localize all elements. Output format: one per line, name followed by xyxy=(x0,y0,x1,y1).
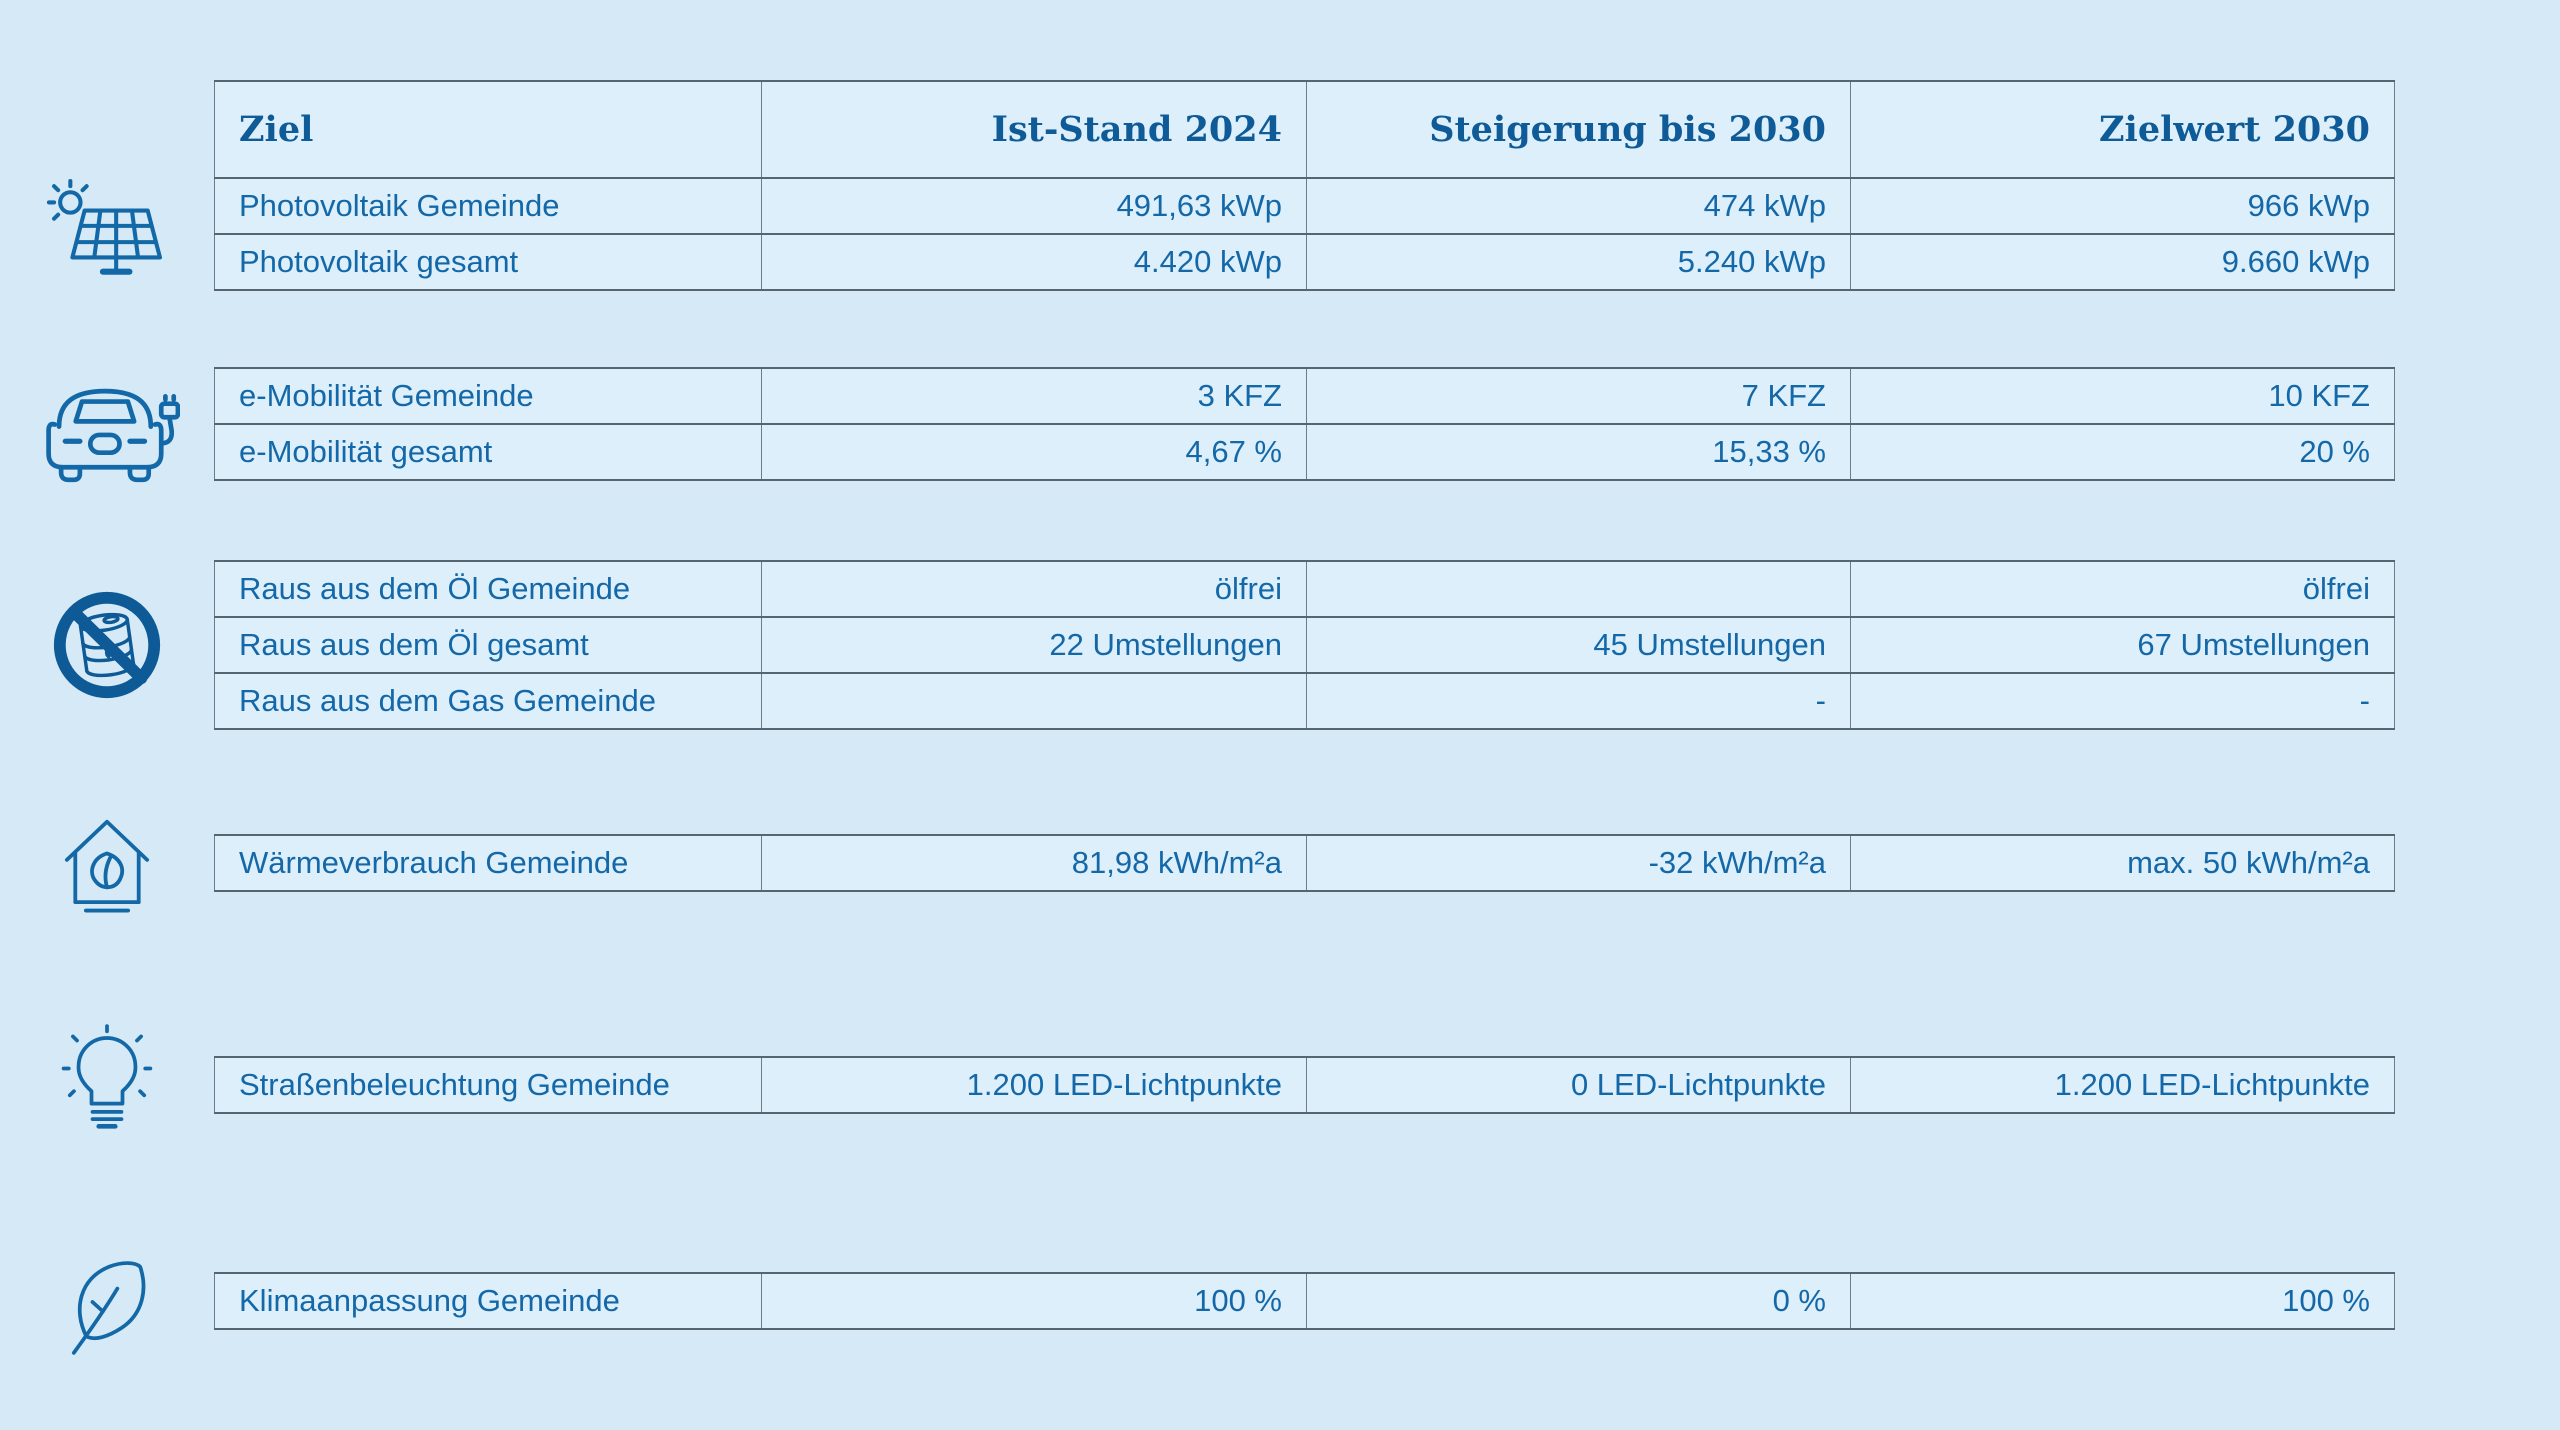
cell-value: ölfrei xyxy=(761,560,1307,618)
solar-panel-icon xyxy=(0,80,214,291)
section-e-mobilitaet: e-Mobilität Gemeinde 3 KFZ 7 KFZ 10 KFZ … xyxy=(0,364,2560,484)
cell-value: 100 % xyxy=(1850,1272,2395,1330)
table-row: Klimaanpassung Gemeinde 100 % 0 % 100 % xyxy=(214,1272,2395,1330)
section-raus-aus-oel: Raus aus dem Öl Gemeinde ölfrei ölfrei R… xyxy=(0,560,2560,730)
cell-value: 10 KFZ xyxy=(1850,367,2395,425)
cell-value: 966 kWp xyxy=(1850,177,2395,235)
table-row: Straßenbeleuchtung Gemeinde 1.200 LED-Li… xyxy=(214,1056,2395,1114)
cell-value: 100 % xyxy=(761,1272,1307,1330)
cell-value: -32 kWh/m²a xyxy=(1306,834,1851,892)
section-photovoltaik: Ziel Ist-Stand 2024 Steigerung bis 2030 … xyxy=(0,80,2560,291)
table-row: Photovoltaik Gemeinde 491,63 kWp 474 kWp… xyxy=(214,177,2395,235)
table-row: Wärmeverbrauch Gemeinde 81,98 kWh/m²a -3… xyxy=(214,834,2395,892)
cell-value: 5.240 kWp xyxy=(1306,233,1851,291)
header-steigerung-bis-2030: Steigerung bis 2030 xyxy=(1306,80,1851,179)
section-klimaanpassung: Klimaanpassung Gemeinde 100 % 0 % 100 % xyxy=(0,1245,2560,1357)
cell-value: 15,33 % xyxy=(1306,423,1851,481)
cell-value: 1.200 LED-Lichtpunkte xyxy=(1850,1056,2395,1114)
header-zielwert-2030: Zielwert 2030 xyxy=(1850,80,2395,179)
cell-value: 9.660 kWp xyxy=(1850,233,2395,291)
strassenbeleuchtung-table: Straßenbeleuchtung Gemeinde 1.200 LED-Li… xyxy=(214,1056,2395,1114)
cell-value: 4.420 kWp xyxy=(761,233,1307,291)
cell-value: 3 KFZ xyxy=(761,367,1307,425)
raus-aus-oel-table: Raus aus dem Öl Gemeinde ölfrei ölfrei R… xyxy=(214,560,2395,730)
cell-value: 7 KFZ xyxy=(1306,367,1851,425)
header-ist-stand-2024: Ist-Stand 2024 xyxy=(761,80,1307,179)
table-row: Raus aus dem Öl Gemeinde ölfrei ölfrei xyxy=(214,560,2395,618)
header-ziel: Ziel xyxy=(214,80,762,179)
section-strassenbeleuchtung: Straßenbeleuchtung Gemeinde 1.200 LED-Li… xyxy=(0,1023,2560,1147)
cell-value xyxy=(761,672,1307,730)
table-row: Photovoltaik gesamt 4.420 kWp 5.240 kWp … xyxy=(214,233,2395,291)
cell-value: 22 Umstellungen xyxy=(761,616,1307,674)
cell-value: 45 Umstellungen xyxy=(1306,616,1851,674)
eco-house-icon xyxy=(0,807,214,919)
cell-value: 491,63 kWp xyxy=(761,177,1307,235)
table-row: e-Mobilität Gemeinde 3 KFZ 7 KFZ 10 KFZ xyxy=(214,367,2395,425)
table-header-row: Ziel Ist-Stand 2024 Steigerung bis 2030 … xyxy=(214,80,2395,179)
leaf-icon xyxy=(0,1245,214,1357)
cell-value: 20 % xyxy=(1850,423,2395,481)
cell-value: 0 LED-Lichtpunkte xyxy=(1306,1056,1851,1114)
cell-value: ölfrei xyxy=(1850,560,2395,618)
row-label: Klimaanpassung Gemeinde xyxy=(214,1272,762,1330)
table-row: e-Mobilität gesamt 4,67 % 15,33 % 20 % xyxy=(214,423,2395,481)
electric-car-icon xyxy=(0,364,214,484)
e-mobilitaet-table: e-Mobilität Gemeinde 3 KFZ 7 KFZ 10 KFZ … xyxy=(214,367,2395,481)
photovoltaik-table: Ziel Ist-Stand 2024 Steigerung bis 2030 … xyxy=(214,80,2395,291)
row-label: Photovoltaik Gemeinde xyxy=(214,177,762,235)
cell-value: 1.200 LED-Lichtpunkte xyxy=(761,1056,1307,1114)
table-row: Raus aus dem Öl gesamt 22 Umstellungen 4… xyxy=(214,616,2395,674)
cell-value: 474 kWp xyxy=(1306,177,1851,235)
cell-value: 4,67 % xyxy=(761,423,1307,481)
table-row: Raus aus dem Gas Gemeinde - - xyxy=(214,672,2395,730)
no-oil-barrel-icon xyxy=(0,560,214,730)
cell-value: 81,98 kWh/m²a xyxy=(761,834,1307,892)
section-waermeverbrauch: Wärmeverbrauch Gemeinde 81,98 kWh/m²a -3… xyxy=(0,807,2560,919)
row-label: Raus aus dem Öl Gemeinde xyxy=(214,560,762,618)
cell-value xyxy=(1306,560,1851,618)
light-bulb-icon xyxy=(0,1023,214,1147)
row-label: e-Mobilität Gemeinde xyxy=(214,367,762,425)
row-label: Straßenbeleuchtung Gemeinde xyxy=(214,1056,762,1114)
cell-value: 0 % xyxy=(1306,1272,1851,1330)
cell-value: 67 Umstellungen xyxy=(1850,616,2395,674)
cell-value: - xyxy=(1306,672,1851,730)
row-label: Raus aus dem Öl gesamt xyxy=(214,616,762,674)
cell-value: - xyxy=(1850,672,2395,730)
row-label: e-Mobilität gesamt xyxy=(214,423,762,481)
row-label: Raus aus dem Gas Gemeinde xyxy=(214,672,762,730)
page: Ziel Ist-Stand 2024 Steigerung bis 2030 … xyxy=(0,80,2560,1430)
row-label: Wärmeverbrauch Gemeinde xyxy=(214,834,762,892)
klimaanpassung-table: Klimaanpassung Gemeinde 100 % 0 % 100 % xyxy=(214,1272,2395,1330)
waermeverbrauch-table: Wärmeverbrauch Gemeinde 81,98 kWh/m²a -3… xyxy=(214,834,2395,892)
cell-value: max. 50 kWh/m²a xyxy=(1850,834,2395,892)
row-label: Photovoltaik gesamt xyxy=(214,233,762,291)
